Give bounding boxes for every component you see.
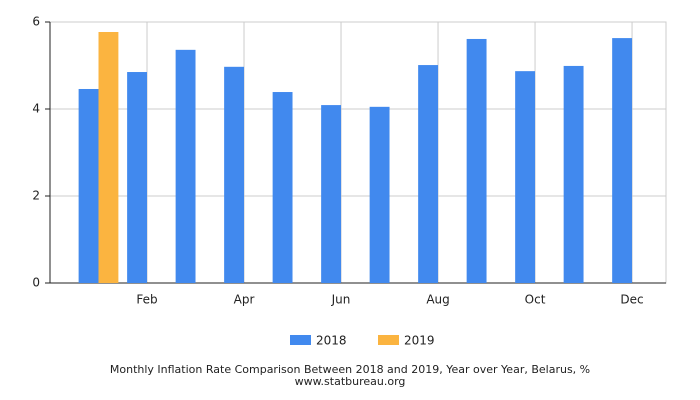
bar <box>127 72 148 284</box>
bar <box>612 38 633 283</box>
x-tick-label: Oct <box>525 293 546 307</box>
bar <box>321 105 342 284</box>
x-tick-label: Apr <box>234 293 255 307</box>
y-tick-label: 6 <box>32 15 40 29</box>
x-tick-label: Dec <box>620 293 643 307</box>
bar <box>369 106 390 283</box>
bar <box>175 49 196 284</box>
bar <box>78 88 99 284</box>
legend-swatch <box>378 335 399 345</box>
chart-title: Monthly Inflation Rate Comparison Betwee… <box>110 363 590 376</box>
y-tick-label: 2 <box>32 189 40 203</box>
x-tick-label: Aug <box>426 293 449 307</box>
y-tick-label: 0 <box>32 276 40 290</box>
x-tick-label: Jun <box>331 293 351 307</box>
legend-label: 2019 <box>404 334 435 348</box>
legend-label: 2018 <box>316 334 347 348</box>
bar <box>98 32 119 283</box>
bar <box>563 65 584 283</box>
chart-subtitle: www.statbureau.org <box>295 375 406 388</box>
bar <box>418 65 439 283</box>
legend-swatch <box>290 335 311 345</box>
bar <box>224 66 245 284</box>
bar <box>466 38 487 284</box>
bar <box>515 71 536 283</box>
bar <box>272 92 293 283</box>
x-tick-label: Feb <box>136 293 157 307</box>
y-tick-label: 4 <box>32 102 40 116</box>
